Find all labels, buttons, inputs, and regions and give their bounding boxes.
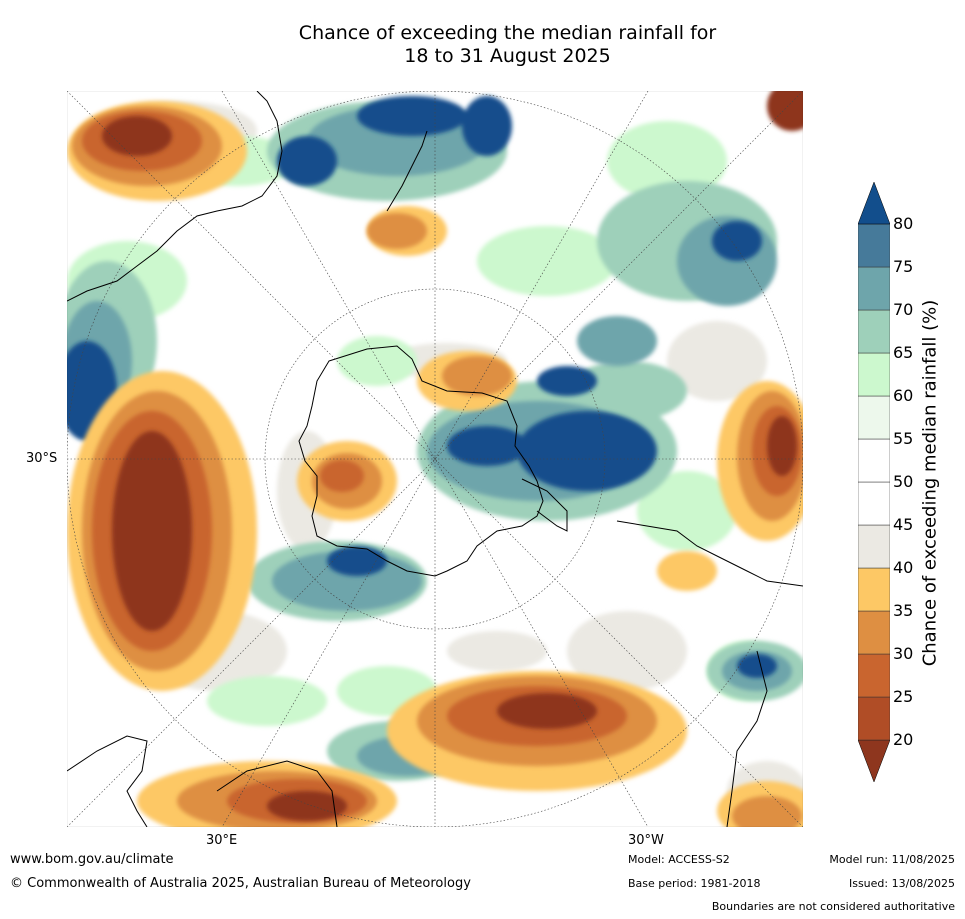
longitude-label-east: 30°E: [206, 833, 238, 848]
rainfall-map: [67, 91, 803, 827]
footer-disclaimer: Boundaries are not considered authoritat…: [711, 900, 955, 913]
colorbar-tick-label: 50: [893, 472, 914, 491]
longitude-label-west: 30°W: [628, 833, 664, 848]
colorbar-segment: [858, 395, 890, 440]
colorbar-tick-label: 35: [893, 601, 914, 620]
footer-issued: Issued: 13/08/2025: [848, 877, 955, 890]
colorbar-segment: [858, 352, 890, 397]
australia-coast: [67, 91, 283, 302]
colorbar-tick-label: 20: [893, 730, 914, 749]
latitude-label: 30°S: [26, 451, 58, 466]
colorbar-segment: [858, 266, 890, 311]
colorbar-tick-label: 60: [893, 386, 914, 405]
map-frame: [67, 91, 803, 827]
colorbar-tick-label: 70: [893, 300, 914, 319]
south-america-coast: [616, 520, 803, 587]
coastlines: [67, 91, 803, 827]
colorbar-segment: [858, 653, 890, 698]
title-line-2: 18 to 31 August 2025: [404, 45, 611, 67]
map-title: Chance of exceeding the median rainfall …: [0, 22, 965, 68]
colorbar-segment: [858, 524, 890, 569]
footer-copyright: © Commonwealth of Australia 2025, Austra…: [10, 876, 471, 891]
colorbar-segments: [858, 182, 890, 782]
colorbar-segment: [858, 223, 890, 268]
colorbar-segment: [858, 696, 890, 741]
colorbar-tick-label: 30: [893, 644, 914, 663]
madagascar-coast: [216, 760, 338, 827]
new-zealand-coast: [386, 130, 428, 212]
footer-website: www.bom.gov.au/climate: [10, 852, 174, 867]
colorbar-tick-label: 80: [893, 214, 914, 233]
colorbar: [858, 182, 890, 782]
colorbar-tick-label: 65: [893, 343, 914, 362]
colorbar-label: Chance of exceeding median rainfall (%): [919, 299, 941, 667]
antarctic-peninsula-coast: [521, 478, 568, 532]
highest-chance-areas: [67, 96, 777, 678]
colorbar-segment: [858, 481, 890, 526]
colorbar-segment: [858, 438, 890, 483]
colorbar-segment: [858, 309, 890, 354]
footer-base-period: Base period: 1981-2018: [628, 877, 761, 890]
title-line-1: Chance of exceeding the median rainfall …: [298, 22, 717, 44]
colorbar-tick-label: 75: [893, 257, 914, 276]
lowest-chance-areas: [102, 91, 803, 821]
colorbar-arrow-low: [858, 739, 890, 782]
colorbar-tick-label: 45: [893, 515, 914, 534]
colorbar-arrow-high: [858, 182, 890, 225]
colorbar-tick-label: 40: [893, 558, 914, 577]
africa-coast: [67, 735, 148, 827]
footer-model-run: Model run: 11/08/2025: [829, 853, 955, 866]
colorbar-tick-label: 55: [893, 429, 914, 448]
graticule: [67, 91, 803, 827]
footer-model: Model: ACCESS-S2: [628, 853, 730, 866]
south-america-east-coast: [726, 650, 768, 827]
colorbar-segment: [858, 610, 890, 655]
antarctica-coast: [298, 345, 544, 577]
colorbar-segment: [858, 567, 890, 612]
colorbar-tick-label: 25: [893, 687, 914, 706]
